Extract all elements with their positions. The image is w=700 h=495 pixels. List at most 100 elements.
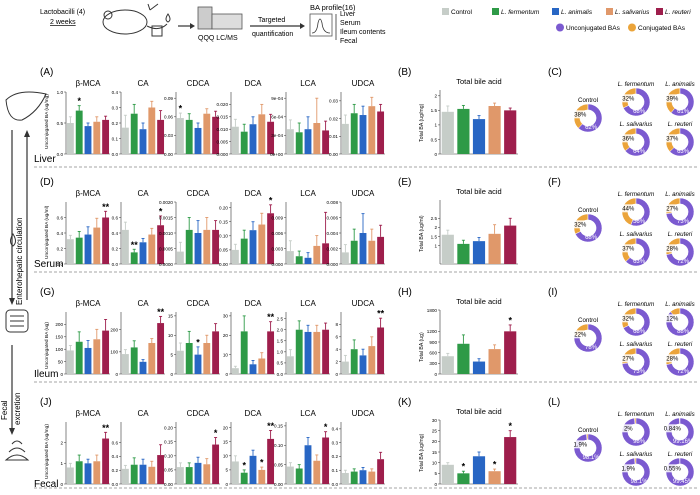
panel-F: Control 32% 68% L. fermentum 44% 56% L. animal… bbox=[573, 191, 695, 267]
panel-C-donut-1-conj-label: 32% bbox=[622, 97, 635, 103]
panel-L-donut-3-conj-label: 1.9% bbox=[621, 467, 635, 473]
panel-G-3-tick-label: 0 bbox=[225, 372, 228, 377]
panel-J-2: CDCA 0.00 0.05 0.10 0.15 0.20 * bbox=[164, 409, 220, 487]
panel-J-3-tick-label: 10 bbox=[223, 454, 229, 459]
panel-A-5-title: UDCA bbox=[352, 79, 375, 88]
panel-A-0-bar-4 bbox=[102, 119, 110, 154]
panel-G-1-tick-label: 0 bbox=[115, 372, 118, 377]
circulation-label: Enterohepatic circulation bbox=[15, 217, 24, 305]
panel-letter-B: (B) bbox=[398, 67, 411, 78]
panel-J-4-bar-1 bbox=[295, 468, 303, 484]
panel-C-donut-3-unconj-slice bbox=[624, 127, 651, 157]
panel-A-2-bar-4 bbox=[212, 116, 220, 154]
panel-J-3-bar-0 bbox=[231, 461, 239, 484]
panel-J-2-tick-label: 0.20 bbox=[164, 425, 173, 430]
panel-G-0: β-MCA 0 50 100 150 200 bbox=[55, 299, 110, 377]
panel-L-pie-title-1: L. fermentum bbox=[618, 411, 654, 418]
panel-I-donut-0-unconj-slice bbox=[573, 323, 603, 353]
panel-F-donut-0: 32% 68% bbox=[573, 213, 603, 243]
panel-H: Total BA (ug) Total bile acid 0 300 600 900 12… bbox=[419, 297, 518, 377]
panel-G-0-bar-0 bbox=[66, 350, 74, 374]
panel-E-chart-tick-label: 2.5 bbox=[431, 216, 438, 221]
panel-C-donut-2-conj-bg bbox=[665, 94, 679, 103]
panel-C: Control 38% 62% L. fermentum 32% 68% L. animal… bbox=[573, 81, 695, 157]
panel-J-4-tick-label: 0.00 bbox=[274, 482, 283, 487]
panel-I-donut-0-conj-label: 22% bbox=[574, 333, 587, 339]
panel-A-2-tick-label: 0.00 bbox=[164, 152, 173, 157]
panel-G-5-sig-4: ** bbox=[377, 309, 385, 319]
panel-G-1-bar-4 bbox=[157, 323, 165, 374]
panel-A-0-tick-label: 1.0 bbox=[57, 90, 64, 95]
panel-A-4-tick-label: 0e+00 bbox=[270, 152, 283, 157]
organ-labels: Liver Serum Ileum Fecal bbox=[34, 154, 698, 490]
panel-D-1-sig-4: * bbox=[159, 206, 163, 216]
panel-G-0-tick-label: 0 bbox=[60, 372, 63, 377]
panel-J-2-sig-4: * bbox=[214, 428, 218, 438]
panel-I-donut-2-unconj-label: 88% bbox=[677, 329, 690, 335]
panel-J-5-title: UDCA bbox=[352, 409, 375, 418]
panel-A-0-title: β-MCA bbox=[75, 79, 101, 88]
panel-letter-J: (J) bbox=[40, 397, 52, 408]
panel-E-chart-bar-2 bbox=[472, 241, 486, 264]
panel-L-donut-1: 2%98% bbox=[621, 417, 651, 447]
panel-A-2-title: CDCA bbox=[187, 79, 210, 88]
panel-letter-D: (D) bbox=[40, 177, 54, 188]
panel-L-donut-1-conj-label: 2% bbox=[624, 427, 633, 433]
panel-I-donut-3-unconj-slice bbox=[621, 347, 651, 377]
panel-I-donut-1-conj-bg bbox=[621, 314, 635, 323]
panel-I-donut-3-conj-bg bbox=[621, 354, 635, 363]
panel-D-3-bar-3 bbox=[258, 224, 266, 264]
panel-J-0-tick-label: 0 bbox=[60, 482, 63, 487]
panel-J-0-bar-2 bbox=[84, 463, 92, 484]
panel-K-chart-bar-0 bbox=[441, 464, 454, 484]
panel-F-donut-2-conj-bg bbox=[665, 204, 679, 213]
panel-D-0-bar-0 bbox=[66, 239, 74, 264]
panel-J-1-bar-0 bbox=[121, 468, 129, 484]
panel-D-5-bar-0 bbox=[341, 252, 349, 264]
panel-J-3-bar-1 bbox=[240, 472, 248, 484]
panel-D-2-bar-2 bbox=[194, 233, 202, 264]
panel-J-0-bar-3 bbox=[93, 461, 101, 484]
panel-J-2-tick-label: 0.05 bbox=[164, 468, 173, 473]
panel-D-4-bar-0 bbox=[286, 251, 294, 264]
legend-label-1: L. fermentum bbox=[501, 9, 540, 16]
mouse-label: Lactobacilli (4) bbox=[40, 9, 85, 16]
panel-F-donut-3: 37% 63% bbox=[621, 237, 651, 267]
organ-label-fecal: Fecal bbox=[34, 479, 58, 490]
panel-J-3-sig-4: ** bbox=[267, 421, 275, 431]
panel-J-4-tick-label: 0.15 bbox=[274, 424, 283, 429]
panel-A-0-sig-1: * bbox=[77, 96, 81, 106]
panel-A-5-tick-label: 0.03 bbox=[329, 99, 338, 104]
panel-D-0-sig-4: ** bbox=[102, 202, 110, 212]
legend-label-0: Control bbox=[451, 9, 473, 16]
panel-G-1-title: CA bbox=[137, 299, 149, 308]
panel-A-3-bar-2 bbox=[249, 124, 257, 154]
panel-L-pie-title-0: Control bbox=[578, 427, 598, 434]
panel-F-donut-2-conj-label: 27% bbox=[666, 207, 679, 213]
panel-H-ylabel: Total BA (ug) bbox=[419, 332, 425, 362]
panel-D-3-bar-1 bbox=[240, 238, 248, 264]
panel-B-chart-bar-3 bbox=[488, 106, 501, 154]
panel-D-2-bar-3 bbox=[203, 229, 211, 264]
panel-G-1-bar-1 bbox=[130, 347, 138, 374]
panel-K-chart: Total bile acid 0 5 10 15 20 25 30 * * * bbox=[432, 407, 518, 487]
panel-G-0-tick-label: 50 bbox=[58, 359, 64, 364]
panel-D-2-tick-label: 0.0000 bbox=[159, 262, 173, 267]
panel-D-4-tick-label: 0.009 bbox=[272, 215, 284, 220]
panel-A-3-tick-label: 0.020 bbox=[217, 102, 229, 107]
panel-F-donut-0-unconj-slice bbox=[574, 213, 603, 243]
panel-G-0-title: β-MCA bbox=[75, 299, 101, 308]
panel-C-pie-title-0: Control bbox=[578, 97, 598, 104]
panels: (A) (D) (G) (J) (B) (E) (H) (K) (C) (F) (I) (L) Unco… bbox=[40, 67, 695, 487]
panel-D-2-tick-label: 0.0005 bbox=[159, 246, 173, 251]
panel-G-5-bar-3 bbox=[368, 346, 376, 374]
panel-J-0-title: β-MCA bbox=[75, 409, 101, 418]
panel-A-1-bar-0 bbox=[121, 127, 129, 154]
panel-B-chart-tick-label: 0 bbox=[434, 152, 437, 157]
panel-A-0-bar-2 bbox=[84, 126, 92, 154]
panel-A-3-bar-3 bbox=[258, 114, 266, 154]
panel-G-3-title: DCA bbox=[245, 299, 263, 308]
panel-D-1-tick-label: 0.2 bbox=[112, 246, 119, 251]
panel-A-3-bar-1 bbox=[240, 131, 248, 154]
